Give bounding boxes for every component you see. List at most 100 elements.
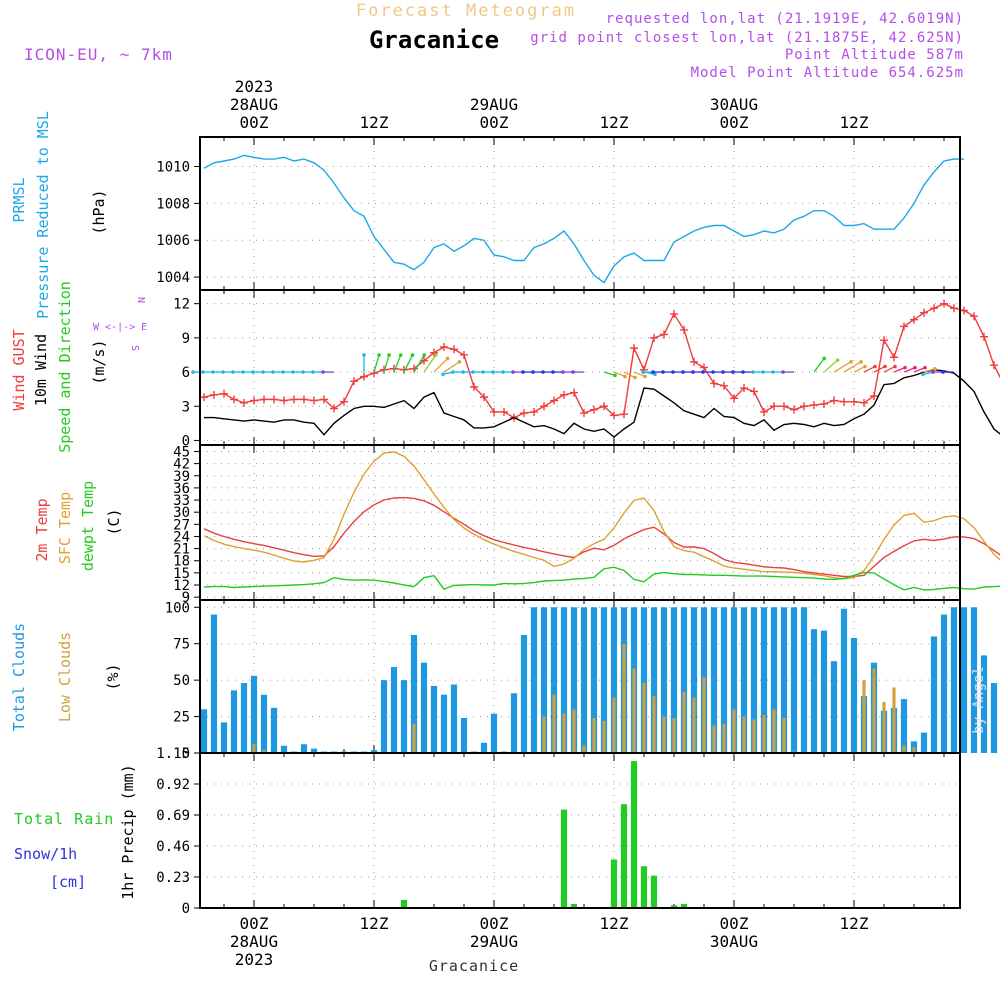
gust-marker xyxy=(610,411,618,420)
gust-marker xyxy=(700,363,708,372)
point-altitude: Point Altitude 587m xyxy=(785,47,964,63)
gust-marker xyxy=(840,397,848,406)
bar-total-clouds xyxy=(440,694,448,753)
wind-arrow-head xyxy=(481,370,485,374)
gust-marker xyxy=(360,372,368,381)
bar-low-clouds xyxy=(562,713,566,753)
closest-coords: grid point closest lon,lat (21.1875E, 42… xyxy=(530,30,964,46)
ytick-label: 39 xyxy=(173,469,190,485)
bar-low-clouds xyxy=(772,709,776,753)
bar-total-clouds xyxy=(710,607,718,753)
label-sfc-temp: SFC Temp xyxy=(56,492,74,564)
gust-marker xyxy=(990,361,998,370)
label-1hr-precip: 1hr Precip (mm) xyxy=(119,764,137,899)
wind-arrow xyxy=(623,371,636,379)
wind-arrow-head xyxy=(873,364,877,369)
wind-arrow-head xyxy=(741,370,745,374)
bar-low-clouds xyxy=(712,725,716,753)
gust-marker xyxy=(450,345,458,354)
bar-total-clouds xyxy=(770,607,778,753)
bar-rain xyxy=(640,866,648,908)
wind-arrow-head xyxy=(751,370,755,374)
bar-low-clouds xyxy=(782,718,786,753)
label-total-rain: Total Rain xyxy=(14,810,114,828)
wind-arrow-head xyxy=(633,375,637,380)
series-line-sfc-temp xyxy=(203,451,1000,580)
label-snow: Snow/1h xyxy=(14,845,77,863)
bar-total-clouds xyxy=(680,607,688,753)
bar-total-clouds xyxy=(250,675,258,753)
gust-marker xyxy=(440,342,448,351)
wind-arrow-head xyxy=(913,365,917,370)
wind-arrow-head xyxy=(661,370,665,374)
ytick-label: 1006 xyxy=(156,233,190,249)
gust-marker xyxy=(480,393,488,402)
bar-total-clouds xyxy=(690,607,698,753)
bar-total-clouds xyxy=(970,607,978,753)
gust-marker xyxy=(500,407,508,416)
gust-marker xyxy=(660,330,668,339)
bar-total-clouds xyxy=(310,748,318,753)
ytick-label: 1004 xyxy=(156,270,190,286)
precip-labels: Total Rain Snow/1h [cm] 1hr Precip (mm) xyxy=(14,764,137,899)
gust-marker xyxy=(540,402,548,411)
ytick-label: 0.46 xyxy=(156,839,190,855)
wind-arrow-head xyxy=(623,374,627,379)
wind-arrow-head xyxy=(211,370,215,374)
wind-arrow-head xyxy=(399,353,403,357)
ytick-label: 21 xyxy=(173,542,190,558)
label-pressure-msl: Pressure Reduced to MSL xyxy=(34,111,52,319)
bar-total-clouds xyxy=(270,707,278,753)
time-label: 30AUG xyxy=(710,95,758,114)
time-label: 30AUG xyxy=(710,932,758,951)
bar-low-clouds xyxy=(612,697,616,753)
gust-marker xyxy=(200,393,208,402)
bar-total-clouds xyxy=(520,634,528,753)
label-prmsl: PRMSL xyxy=(10,177,28,222)
bar-total-clouds xyxy=(410,634,418,753)
ytick-label: 45 xyxy=(173,444,190,460)
wind-arrow-head xyxy=(641,370,645,374)
wind-arrow xyxy=(913,367,926,373)
gust-marker xyxy=(970,312,978,321)
time-label: 00Z xyxy=(480,113,509,132)
wind-arrow xyxy=(633,371,646,378)
wind-arrow-head xyxy=(457,360,462,364)
label-low-clouds: Low Clouds xyxy=(56,632,74,722)
bar-total-clouds xyxy=(950,607,958,753)
bar-low-clouds xyxy=(412,723,416,753)
wind-arrow-head xyxy=(561,370,565,374)
ytick-label: 25 xyxy=(173,710,190,726)
gust-marker xyxy=(550,396,558,405)
gust-marker xyxy=(600,402,608,411)
wind-arrow xyxy=(393,354,402,373)
gust-marker xyxy=(400,365,408,374)
gust-marker xyxy=(960,306,968,315)
wind-arrow-head xyxy=(651,370,655,374)
wind-arrow-head xyxy=(301,370,305,374)
gust-marker xyxy=(800,402,808,411)
wind-arrow-head xyxy=(771,370,775,374)
bar-total-clouds xyxy=(800,607,808,753)
wind-arrow-head xyxy=(221,370,225,374)
bar-total-clouds xyxy=(510,693,518,753)
bar-low-clouds xyxy=(662,716,666,753)
wind-arrow xyxy=(433,357,449,373)
bar-total-clouds xyxy=(760,607,768,753)
gust-marker xyxy=(740,384,748,393)
label-2m-temp: 2m Temp xyxy=(33,498,51,561)
wind-arrow xyxy=(833,361,852,373)
gust-marker xyxy=(770,402,778,411)
series-line-dewpt-temp xyxy=(203,566,1000,591)
gust-marker xyxy=(730,394,738,403)
bar-total-clouds xyxy=(940,614,948,753)
bar-total-clouds xyxy=(660,607,668,753)
gust-marker xyxy=(680,325,688,334)
bar-rain xyxy=(680,903,688,908)
gust-marker xyxy=(980,332,988,341)
time-label: 12Z xyxy=(840,914,869,933)
wind-arrow-head xyxy=(731,370,735,374)
